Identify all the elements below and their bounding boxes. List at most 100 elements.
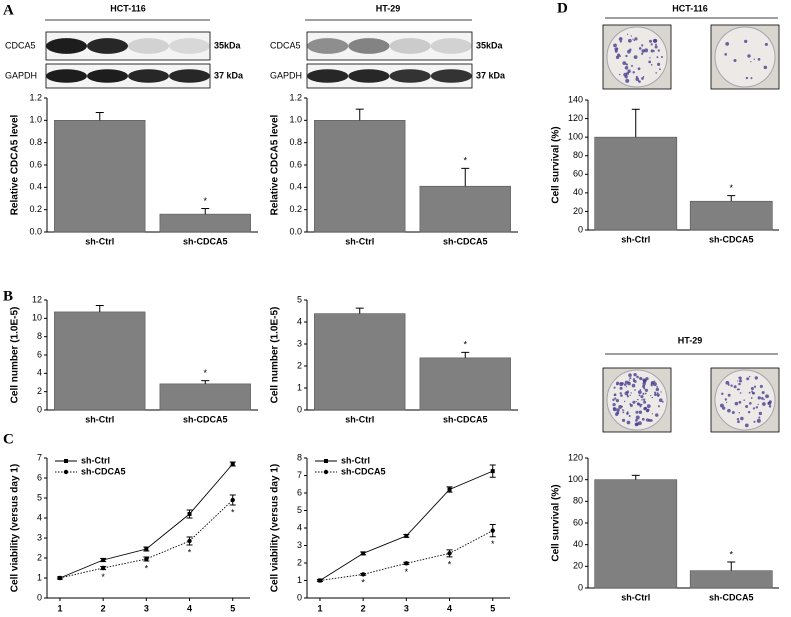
colony [768, 400, 772, 404]
colony [761, 402, 766, 406]
colony [615, 399, 620, 403]
colony [726, 401, 728, 404]
y-tick-label: 12 [32, 294, 42, 304]
y-tick-label: 4 [37, 512, 42, 522]
colony [750, 386, 754, 391]
y-tick-label: 1.2 [289, 92, 302, 102]
marker [230, 497, 235, 503]
colony [649, 39, 652, 43]
colony [758, 411, 763, 416]
x-tick-label: 5 [230, 603, 235, 613]
colony [615, 55, 620, 59]
y-tick-label: 4 [297, 522, 302, 532]
colony [650, 43, 653, 46]
colony [749, 402, 752, 405]
x-tick-label: sh-Ctrl [85, 414, 114, 424]
colony [724, 53, 728, 56]
y-tick-label: 5 [37, 492, 42, 502]
colony [614, 397, 617, 400]
error-bar [95, 305, 104, 312]
x-tick-label: sh-Ctrl [85, 236, 114, 246]
y-axis-label: Relative CDCA5 level [270, 114, 281, 215]
colony [755, 406, 759, 409]
colony [612, 407, 616, 410]
y-tick-label: 2 [297, 557, 302, 567]
significance-mark: * [729, 549, 733, 559]
y-axis-label: Cell viability (versus day 1) [270, 464, 281, 592]
blot-size-label: 35kDa [214, 40, 242, 50]
marker [404, 561, 409, 566]
y-tick-label: 7 [297, 470, 302, 480]
x-tick-label: 4 [447, 603, 452, 613]
bar [419, 357, 511, 411]
colony [632, 71, 635, 74]
blot-title: HT-29 [376, 3, 401, 13]
colony [630, 64, 633, 67]
x-tick-label: sh-Ctrl [345, 236, 374, 246]
colony [739, 379, 743, 383]
y-tick-label: 1 [37, 572, 42, 582]
colony [743, 399, 745, 401]
colony [636, 375, 639, 379]
marker [230, 462, 235, 466]
error-bar [631, 108, 640, 138]
colony [626, 420, 631, 425]
colony [653, 380, 656, 383]
bar [594, 479, 678, 589]
x-tick-label: sh-CDCA5 [443, 414, 488, 424]
blot-band [128, 38, 169, 54]
colony [632, 378, 636, 381]
y-axis-label: Relative CDCA5 level [10, 114, 21, 215]
error-bar [355, 108, 364, 121]
colony [616, 47, 619, 50]
y-tick-label: 120 [568, 113, 583, 123]
colony [745, 405, 749, 409]
bar [314, 120, 406, 233]
colony [643, 400, 647, 404]
blot-title: HCT-116 [110, 3, 146, 13]
colony [635, 415, 640, 420]
colony [654, 391, 657, 394]
colony [652, 38, 657, 43]
blot-protein-label: CDCA5 [270, 40, 301, 50]
y-tick-label: 3 [297, 338, 302, 348]
colony [637, 390, 642, 394]
colony [639, 403, 642, 407]
colony [651, 381, 654, 384]
colony [623, 72, 628, 77]
y-tick-label: 0 [37, 592, 42, 602]
y-tick-label: 140 [568, 94, 583, 104]
significance-mark: * [463, 156, 467, 166]
error-bar [461, 167, 470, 187]
colony [656, 385, 659, 388]
colony [748, 375, 751, 378]
colony [657, 49, 660, 52]
error-bar [727, 195, 736, 202]
error-bar [355, 307, 364, 314]
colony [638, 410, 643, 414]
y-axis-label: Cell number (1.0E-5) [10, 307, 21, 404]
colony [740, 416, 744, 421]
colony [625, 386, 628, 388]
colony [641, 77, 644, 80]
marker [490, 528, 495, 533]
y-axis-label: Cell number (1.0E-5) [270, 307, 281, 404]
bar [54, 120, 146, 233]
colony [733, 385, 737, 389]
colony [615, 381, 620, 385]
y-tick-label: 60 [573, 517, 583, 527]
x-tick-label: 3 [144, 603, 149, 613]
colony [621, 418, 626, 422]
colony [719, 403, 724, 408]
colony [615, 412, 619, 416]
colony [658, 398, 663, 403]
colony [635, 77, 640, 82]
y-tick-label: 1 [297, 382, 302, 392]
plate [714, 369, 776, 431]
colony [752, 407, 756, 410]
colony [642, 392, 645, 395]
colony [657, 405, 660, 408]
colony [624, 400, 626, 403]
colony [721, 392, 724, 396]
colony [759, 384, 763, 388]
